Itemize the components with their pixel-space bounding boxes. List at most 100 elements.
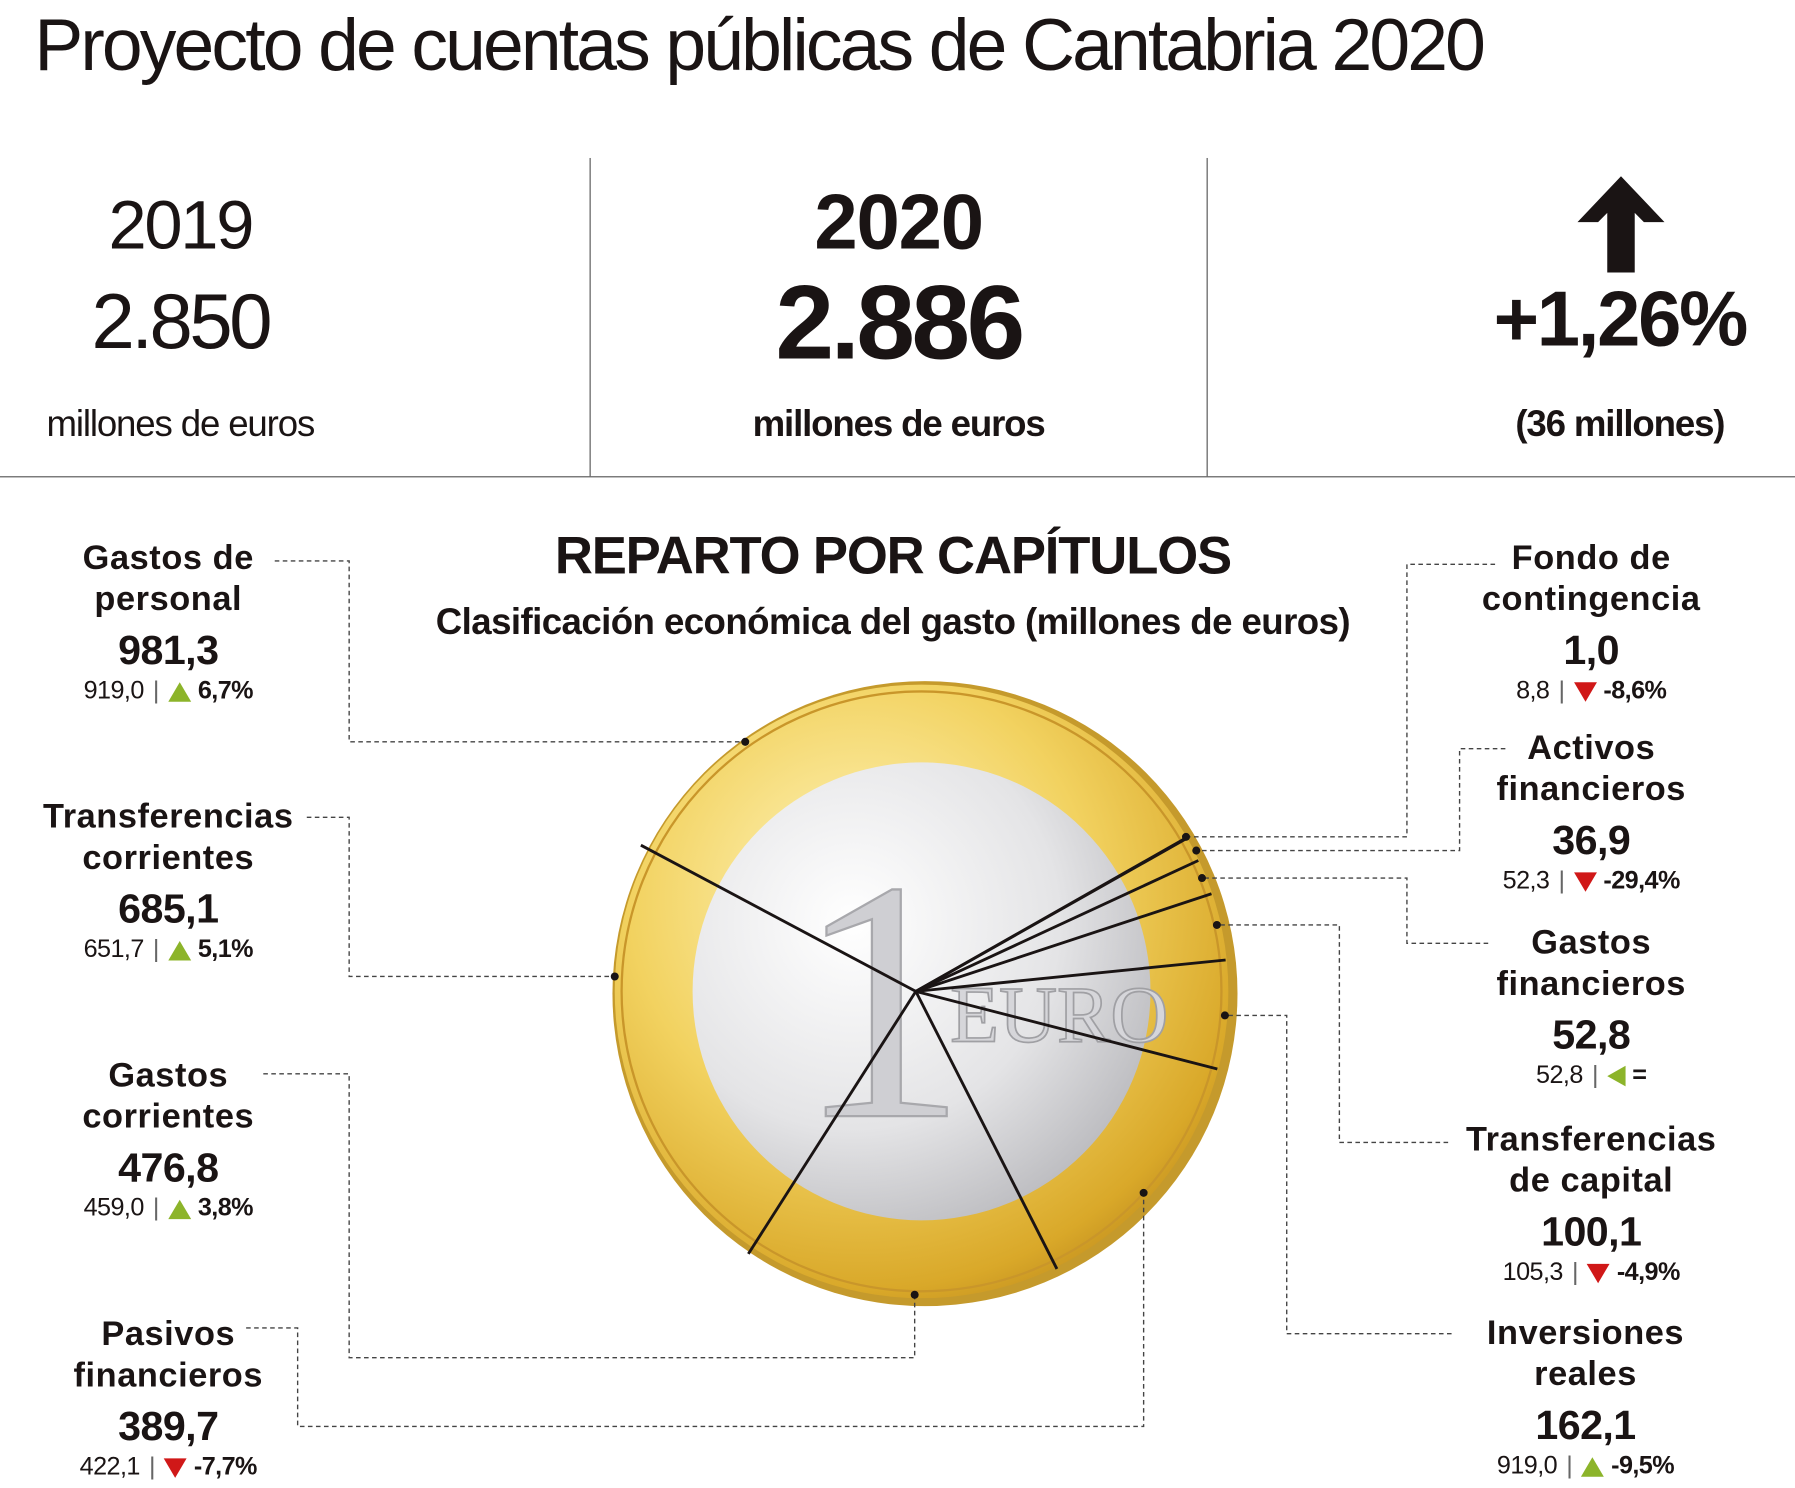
category-value: 981,3	[118, 626, 219, 674]
triangle-up-icon	[168, 940, 191, 961]
separator: |	[1591, 1060, 1599, 1089]
leader-line	[1202, 877, 1489, 944]
pie-slice-boundary-7	[914, 990, 1059, 1270]
category-comparison: 422,1 | -7,7%	[8, 1452, 329, 1482]
separator: |	[152, 934, 160, 963]
change-percent: -7,7%	[193, 1451, 258, 1481]
change-percent: -9,5%	[1611, 1450, 1675, 1480]
section-subtitle: Clasificación económica del gasto (millo…	[435, 601, 1351, 643]
divider	[589, 157, 591, 477]
category-label: Gastos corrientes 476,8 459,0 | 3,8%	[8, 1055, 329, 1222]
leader-line	[1196, 747, 1506, 852]
change-percent: -4,9%	[1616, 1256, 1681, 1286]
pie-slice-boundary-6	[915, 989, 1218, 1071]
category-name: Gastos	[1531, 923, 1652, 962]
category-name: contingencia	[1481, 580, 1701, 619]
category-name: personal	[94, 580, 243, 619]
category-comparison: 105,3 | -4,9%	[1431, 1257, 1752, 1287]
leader-line	[274, 560, 746, 743]
change-percent: 3,8%	[197, 1192, 254, 1222]
category-value: 389,7	[118, 1402, 219, 1450]
separator: |	[1571, 1256, 1579, 1286]
pie-slice-boundary-8	[747, 990, 918, 1255]
category-name: financieros	[1496, 770, 1686, 809]
category-name: reales	[1534, 1355, 1637, 1394]
arrow-up-icon	[1577, 176, 1665, 273]
pie-slice-boundary-2	[915, 836, 1188, 993]
current-year: 2020	[814, 178, 984, 266]
category-label: Inversiones reales 162,1 919,0 | -9,5%	[1425, 1313, 1746, 1480]
previous-value: 52,3	[1502, 865, 1550, 895]
change-amount: (36 millones)	[1515, 402, 1725, 445]
previous-value: 459,0	[83, 1192, 145, 1222]
leader-line	[1185, 563, 1496, 838]
category-value: 685,1	[118, 884, 219, 932]
category-comparison: 919,0 | 6,7%	[8, 675, 329, 705]
pie-slice-boundary-4	[915, 892, 1212, 993]
divider	[1206, 157, 1208, 477]
separator: |	[1558, 675, 1566, 705]
category-label: Pasivos financieros 389,7 422,1 | -7,7%	[8, 1314, 329, 1481]
category-label: Gastos de personal 981,3 919,0 | 6,7%	[8, 538, 329, 705]
previous-value: 651,7	[83, 934, 145, 963]
page-title: Proyecto de cuentas públicas de Cantabri…	[34, 3, 1486, 86]
category-comparison: 52,8 | =	[1431, 1060, 1752, 1090]
category-name: financieros	[1496, 965, 1686, 1003]
triangle-down-icon	[1573, 681, 1597, 702]
change-percent: +1,26%	[1493, 275, 1749, 363]
category-label: Gastos financieros 52,8 52,8 | =	[1431, 923, 1752, 1090]
leader-dots	[610, 737, 1229, 1299]
category-name: Transferencias	[43, 797, 294, 836]
category-value: 100,1	[1541, 1207, 1642, 1255]
previous-value: 8,8	[1516, 675, 1550, 705]
pie-slice-boundary-5	[915, 958, 1226, 993]
change-percent: 5,1%	[197, 934, 254, 963]
prev-year: 2019	[108, 186, 254, 264]
pie-slice-lines	[640, 836, 1226, 1270]
coin-rim	[620, 690, 1223, 1293]
category-value: 476,8	[118, 1143, 219, 1191]
category-comparison: 459,0 | 3,8%	[8, 1193, 329, 1223]
category-name: Inversiones	[1486, 1314, 1685, 1352]
category-name: corrientes	[82, 839, 255, 877]
triangle-up-icon	[168, 681, 191, 702]
pie-slice-boundary-3	[915, 859, 1199, 993]
category-value: 162,1	[1535, 1401, 1636, 1449]
separator: |	[1566, 1450, 1573, 1480]
category-name: corrientes	[82, 1097, 255, 1136]
category-name: Activos	[1527, 729, 1656, 767]
separator: |	[1558, 865, 1566, 895]
previous-value: 919,0	[1496, 1450, 1558, 1480]
triangle-up-icon	[168, 1199, 191, 1219]
separator: |	[152, 675, 160, 705]
category-comparison: 651,7 | 5,1%	[8, 934, 329, 964]
category-comparison: 8,8 | -8,6%	[1431, 675, 1752, 705]
category-name: Pasivos	[101, 1315, 236, 1354]
prev-value: 2.850	[91, 278, 272, 366]
category-name: de capital	[1509, 1161, 1674, 1200]
category-name: Fondo de	[1511, 539, 1671, 577]
category-value: 1,0	[1563, 626, 1620, 674]
category-value: 36,9	[1552, 816, 1631, 864]
pie-slice-boundary-0	[640, 843, 917, 993]
change-percent: -8,6%	[1603, 675, 1667, 705]
coin-number: 1	[796, 811, 968, 1191]
category-label: Transferencias de capital 100,1 105,3 | -4,9%	[1431, 1120, 1752, 1287]
change-percent: 6,7%	[197, 675, 254, 705]
leader-line	[246, 1192, 1145, 1428]
category-label: Fondo de contingencia 1,0 8,8 | -8,6%	[1431, 538, 1752, 705]
prev-unit: millones de euros	[46, 402, 315, 445]
triangle-up-icon	[1581, 1456, 1605, 1477]
change-percent: =	[1632, 1060, 1647, 1089]
category-label: Activos financieros 36,9 52,3 | -29,4%	[1431, 728, 1752, 895]
category-label: Transferencias corrientes 685,1 651,7 | 5,1%	[8, 797, 329, 964]
category-name: financieros	[73, 1356, 264, 1395]
category-name: Transferencias	[1465, 1120, 1717, 1159]
coin-euro-text: EURO	[950, 972, 1168, 1060]
leader-lines	[246, 560, 1506, 1428]
previous-value: 52,8	[1536, 1060, 1583, 1089]
triangle-down-icon	[164, 1458, 188, 1478]
triangle-down-icon	[1587, 1263, 1610, 1283]
leader-line	[1224, 1014, 1452, 1335]
